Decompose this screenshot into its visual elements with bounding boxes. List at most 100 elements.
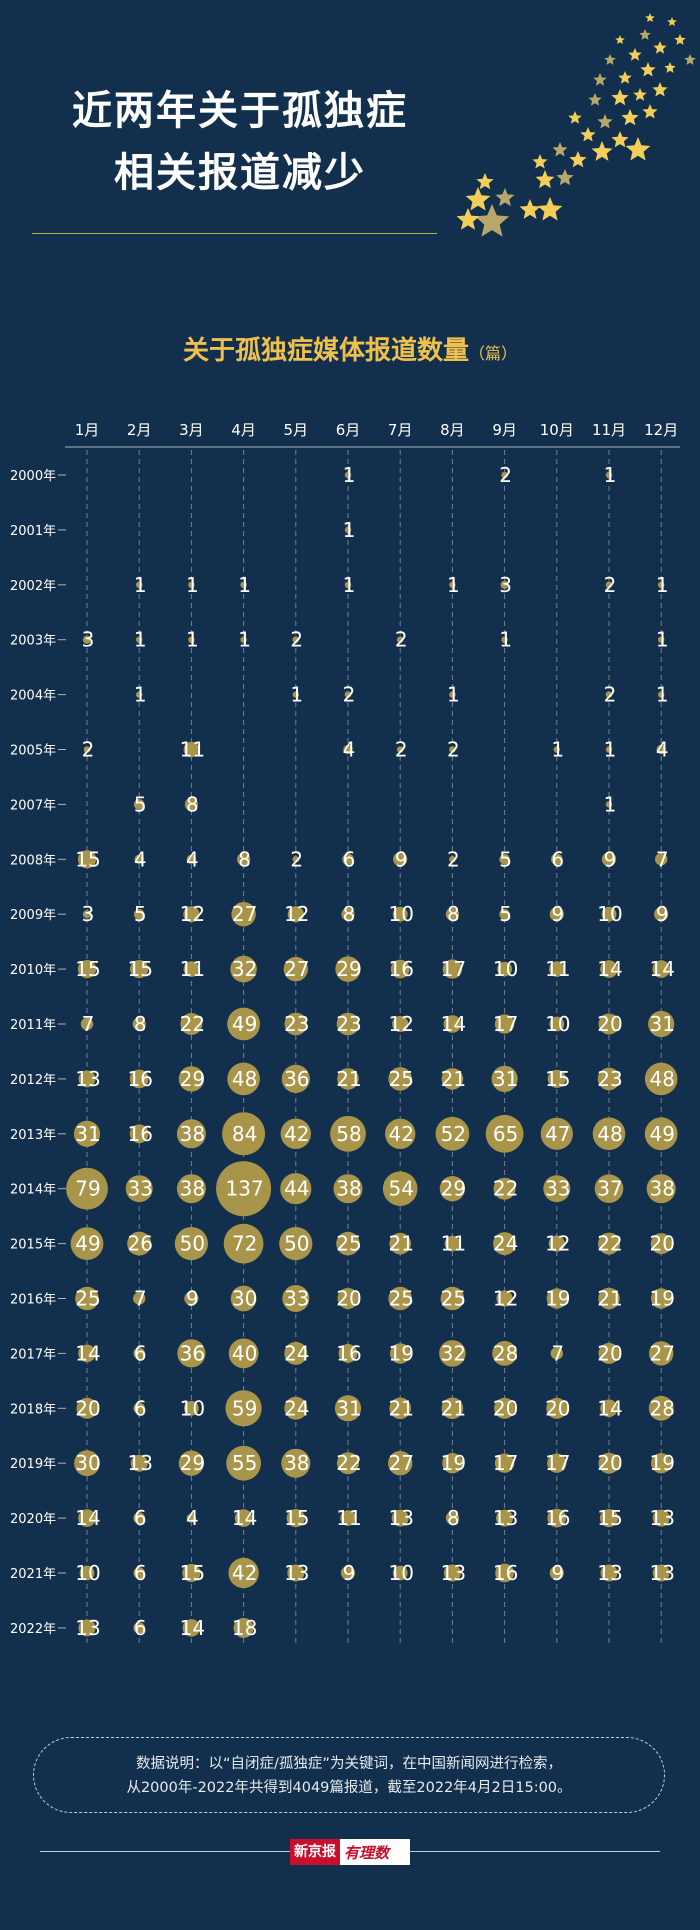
data-label: 21 <box>441 1067 466 1091</box>
data-bubble <box>183 741 200 758</box>
data-label: 19 <box>545 1287 570 1311</box>
data-label: 1 <box>238 573 251 597</box>
y-tick-label: 2011年 <box>10 1018 56 1033</box>
data-bubble <box>127 1231 152 1256</box>
data-bubble <box>341 907 355 921</box>
data-bubble <box>80 1017 94 1031</box>
data-label: 16 <box>127 1122 152 1146</box>
star-icon <box>652 82 668 97</box>
data-label: 1 <box>656 683 669 707</box>
data-label: 38 <box>336 1177 361 1201</box>
data-label: 1 <box>343 463 356 487</box>
data-bubble <box>652 960 670 978</box>
data-bubble <box>547 1453 567 1473</box>
data-label: 17 <box>493 1451 518 1475</box>
data-label: 33 <box>127 1177 152 1201</box>
data-bubble <box>333 1174 363 1204</box>
data-label: 2 <box>82 738 95 762</box>
data-label: 1 <box>238 628 251 652</box>
data-bubble <box>340 1565 356 1581</box>
star-icon <box>552 142 568 157</box>
data-bubble <box>551 853 563 866</box>
star-icon <box>580 127 596 142</box>
data-bubble <box>391 1509 409 1527</box>
data-bubble <box>651 1453 672 1474</box>
data-bubble <box>66 1167 108 1210</box>
data-bubble <box>134 854 144 864</box>
data-label: 48 <box>649 1067 674 1091</box>
data-bubble <box>553 746 560 753</box>
data-bubble <box>495 1563 514 1583</box>
data-bubble <box>543 1175 571 1203</box>
data-bubble <box>494 1014 515 1034</box>
data-label: 26 <box>127 1232 152 1256</box>
data-label: 3 <box>82 628 95 652</box>
data-bubble <box>655 853 668 866</box>
y-tick-label: 2003年 <box>10 634 56 649</box>
data-label: 20 <box>649 1232 674 1256</box>
data-label: 17 <box>545 1451 570 1475</box>
data-bubble <box>340 1510 356 1526</box>
data-label: 5 <box>134 792 147 816</box>
data-label: 6 <box>551 847 564 871</box>
y-tick-label: 2012年 <box>10 1073 56 1088</box>
data-label: 24 <box>284 1341 309 1365</box>
data-bubble <box>281 1448 311 1478</box>
data-label: 19 <box>388 1341 413 1365</box>
data-label: 2 <box>604 683 617 707</box>
data-bubble <box>343 744 353 755</box>
data-bubble <box>658 636 665 643</box>
data-label: 21 <box>388 1396 413 1420</box>
data-label: 49 <box>75 1232 100 1256</box>
data-label: 5 <box>134 902 147 926</box>
data-bubble <box>390 1343 411 1364</box>
data-bubble <box>283 956 308 982</box>
data-label: 4 <box>186 1506 199 1530</box>
data-label: 10 <box>180 1396 205 1420</box>
data-label: 18 <box>232 1616 257 1640</box>
data-label: 20 <box>545 1396 570 1420</box>
star-icon <box>465 187 491 211</box>
data-label: 13 <box>441 1561 466 1585</box>
data-bubble <box>443 1564 461 1582</box>
data-bubble <box>494 1397 516 1419</box>
data-bubble <box>82 635 92 644</box>
data-bubble <box>600 1564 618 1582</box>
data-bubble <box>390 959 410 979</box>
title-divider <box>32 233 437 234</box>
data-bubble <box>227 1007 260 1041</box>
y-tick-label: 2013年 <box>10 1128 56 1143</box>
data-label: 2 <box>447 738 460 762</box>
data-label: 14 <box>649 957 674 981</box>
star-icon <box>611 131 629 148</box>
data-label: 11 <box>336 1506 361 1530</box>
data-label: 27 <box>388 1451 413 1475</box>
data-label: 24 <box>493 1232 518 1256</box>
page-title-line1: 近两年关于孤独症 <box>72 88 408 134</box>
data-bubble <box>176 1174 206 1204</box>
data-label: 5 <box>499 902 512 926</box>
y-tick-label: 2009年 <box>10 908 56 923</box>
data-bubble <box>598 1232 620 1255</box>
data-label: 1 <box>604 792 617 816</box>
data-bubble <box>228 1338 259 1369</box>
data-label: 21 <box>597 1287 622 1311</box>
data-label: 9 <box>551 902 564 926</box>
data-label: 59 <box>232 1396 257 1420</box>
x-tick-label: 1月 <box>75 421 100 439</box>
data-bubble <box>493 1232 517 1256</box>
data-label: 20 <box>597 1451 622 1475</box>
data-label: 48 <box>232 1067 257 1091</box>
data-bubble <box>600 960 618 978</box>
data-bubble <box>439 1176 466 1202</box>
data-label: 38 <box>180 1177 205 1201</box>
data-bubble <box>188 581 195 588</box>
brand-logo: 新京报 有理数 <box>290 1839 410 1865</box>
data-label: 29 <box>336 957 361 981</box>
data-bubble <box>389 1397 412 1420</box>
data-label: 2 <box>290 628 303 652</box>
data-bubble <box>392 906 408 922</box>
data-label: 48 <box>597 1122 622 1146</box>
data-bubble <box>337 1288 359 1309</box>
data-bubble <box>344 581 352 588</box>
